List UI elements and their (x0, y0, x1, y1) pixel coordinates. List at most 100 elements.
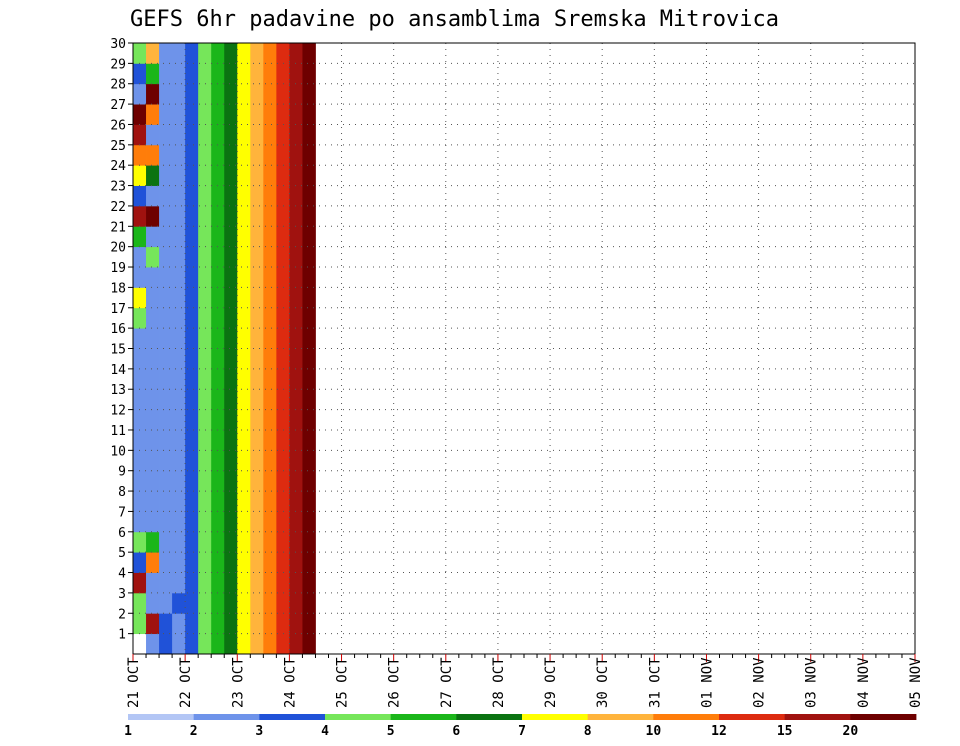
heatmap-cell (224, 226, 238, 248)
heatmap-cell (302, 63, 316, 85)
heatmap-cell (133, 144, 147, 166)
heatmap-cell (289, 205, 303, 227)
heatmap-cell (185, 287, 199, 309)
heatmap-cell (172, 450, 186, 472)
y-tick-label: 23 (110, 180, 126, 195)
heatmap-cell (263, 124, 277, 146)
heatmap-cell (250, 429, 264, 451)
heatmap-cell (237, 267, 251, 288)
heatmap-cell (172, 124, 186, 146)
heatmap-cell (198, 552, 212, 573)
heatmap-cell (237, 368, 251, 390)
y-tick-label: 11 (110, 424, 126, 439)
colorbar-label: 1 (124, 724, 132, 739)
heatmap-cell (250, 63, 264, 85)
heatmap-cell (302, 491, 316, 512)
heatmap-cell (185, 328, 199, 349)
heatmap-cell (250, 348, 264, 370)
heatmap-cell (289, 470, 303, 492)
heatmap-cell (172, 389, 186, 410)
heatmap-cell (263, 613, 277, 635)
heatmap-cell (185, 613, 199, 635)
heatmap-cell (198, 246, 212, 268)
y-tick-label: 26 (110, 118, 126, 133)
heatmap-cell (133, 226, 147, 248)
heatmap-cell (172, 226, 186, 248)
heatmap-cell (276, 409, 290, 431)
x-tick-label: 27 OCT (439, 657, 455, 708)
heatmap-cell (159, 328, 173, 349)
heatmap-cell (198, 307, 212, 329)
heatmap-cell (250, 389, 264, 410)
heatmap-cell (302, 124, 316, 146)
heatmap-cell (185, 267, 199, 288)
heatmap-cell (224, 267, 238, 288)
heatmap-cell (289, 531, 303, 553)
y-tick-label: 5 (118, 546, 126, 561)
heatmap-cell (250, 246, 264, 268)
y-tick-label: 29 (110, 57, 126, 72)
heatmap-cell (198, 409, 212, 431)
heatmap-cell (211, 368, 225, 390)
heatmap-cell (302, 287, 316, 309)
heatmap-cell (146, 572, 160, 594)
y-tick-label: 4 (118, 567, 126, 582)
heatmap-cell (172, 531, 186, 553)
heatmap-cell (133, 389, 147, 410)
heatmap-cell (250, 409, 264, 431)
heatmap-cell (289, 450, 303, 472)
colorbar-label: 10 (646, 724, 662, 739)
heatmap-cell (302, 633, 316, 655)
heatmap-cell (250, 83, 264, 105)
heatmap-cell (185, 185, 199, 207)
heatmap-cell (237, 287, 251, 309)
heatmap-cell (237, 144, 251, 166)
heatmap-cell (185, 633, 199, 655)
y-tick-label: 22 (110, 200, 126, 215)
y-tick-label: 28 (110, 78, 126, 93)
heatmap-cell (276, 592, 290, 614)
heatmap-cell (185, 165, 199, 186)
heatmap-cell (289, 552, 303, 573)
heatmap-cell (133, 491, 147, 512)
heatmap-cell (224, 246, 238, 268)
y-tick-label: 3 (118, 587, 126, 602)
heatmap-cell (211, 83, 225, 105)
y-tick-label: 9 (118, 465, 126, 480)
heatmap-cell (133, 287, 147, 309)
heatmap-cell (172, 348, 186, 370)
heatmap-cell (250, 592, 264, 614)
heatmap-cell (276, 389, 290, 410)
heatmap-cell (302, 165, 316, 186)
heatmap-cell (133, 511, 147, 533)
heatmap-cell (185, 83, 199, 105)
y-tick-label: 24 (110, 159, 126, 174)
heatmap-cell (250, 450, 264, 472)
x-tick-label: 22 OCT (178, 657, 194, 708)
heatmap-cell (263, 450, 277, 472)
heatmap-cell (224, 43, 238, 64)
heatmap-cell (276, 348, 290, 370)
heatmap-cell (198, 287, 212, 309)
heatmap-cell (146, 531, 160, 553)
heatmap-cell (185, 246, 199, 268)
heatmap-cell (263, 43, 277, 64)
heatmap-cell (289, 572, 303, 594)
heatmap-cell (198, 124, 212, 146)
heatmap-cell (237, 613, 251, 635)
heatmap-cell (146, 470, 160, 492)
heatmap-cell (263, 511, 277, 533)
heatmap-cell (302, 592, 316, 614)
heatmap-cell (172, 572, 186, 594)
heatmap-cell (159, 205, 173, 227)
heatmap-cell (250, 104, 264, 125)
heatmap-cell (237, 552, 251, 573)
heatmap-cell (185, 144, 199, 166)
heatmap-cell (133, 470, 147, 492)
y-tick-label: 6 (118, 526, 126, 541)
heatmap-cell (211, 389, 225, 410)
heatmap-cell (263, 246, 277, 268)
heatmap-cell (276, 226, 290, 248)
heatmap-cell (133, 205, 147, 227)
